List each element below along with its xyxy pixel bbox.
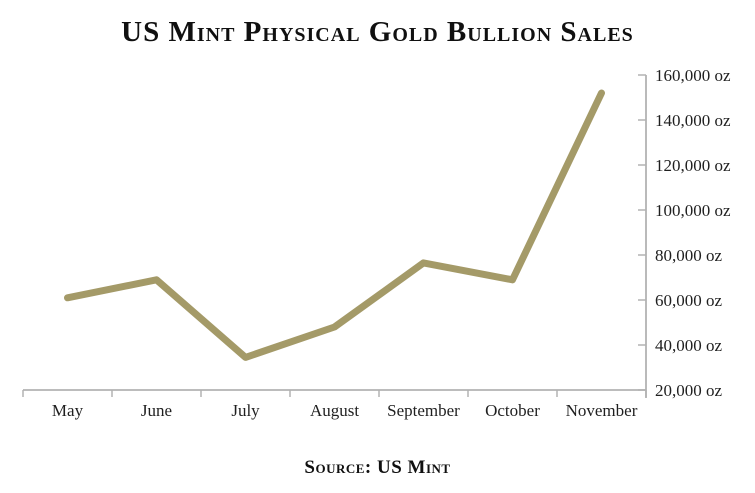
y-tick-label: 80,000 oz bbox=[655, 246, 723, 265]
y-tick-label: 60,000 oz bbox=[655, 291, 723, 310]
x-tick-label: November bbox=[566, 401, 638, 420]
y-tick-label: 120,000 oz bbox=[655, 156, 731, 175]
chart-title: US Mint Physical Gold Bullion Sales bbox=[121, 16, 634, 48]
y-tick-label: 40,000 oz bbox=[655, 336, 723, 355]
x-tick-label: July bbox=[231, 401, 260, 420]
x-tick-label: October bbox=[485, 401, 540, 420]
y-tick-label: 100,000 oz bbox=[655, 201, 731, 220]
x-tick-label: September bbox=[387, 401, 460, 420]
x-tick-label: August bbox=[310, 401, 359, 420]
x-tick-label: June bbox=[141, 401, 172, 420]
sales-line bbox=[64, 89, 605, 361]
x-tick-label: May bbox=[52, 401, 84, 420]
y-tick-label: 140,000 oz bbox=[655, 111, 731, 130]
y-tick-label: 160,000 oz bbox=[655, 66, 731, 85]
source-caption: Source: US Mint bbox=[304, 457, 451, 478]
y-tick-label: 20,000 oz bbox=[655, 381, 723, 400]
